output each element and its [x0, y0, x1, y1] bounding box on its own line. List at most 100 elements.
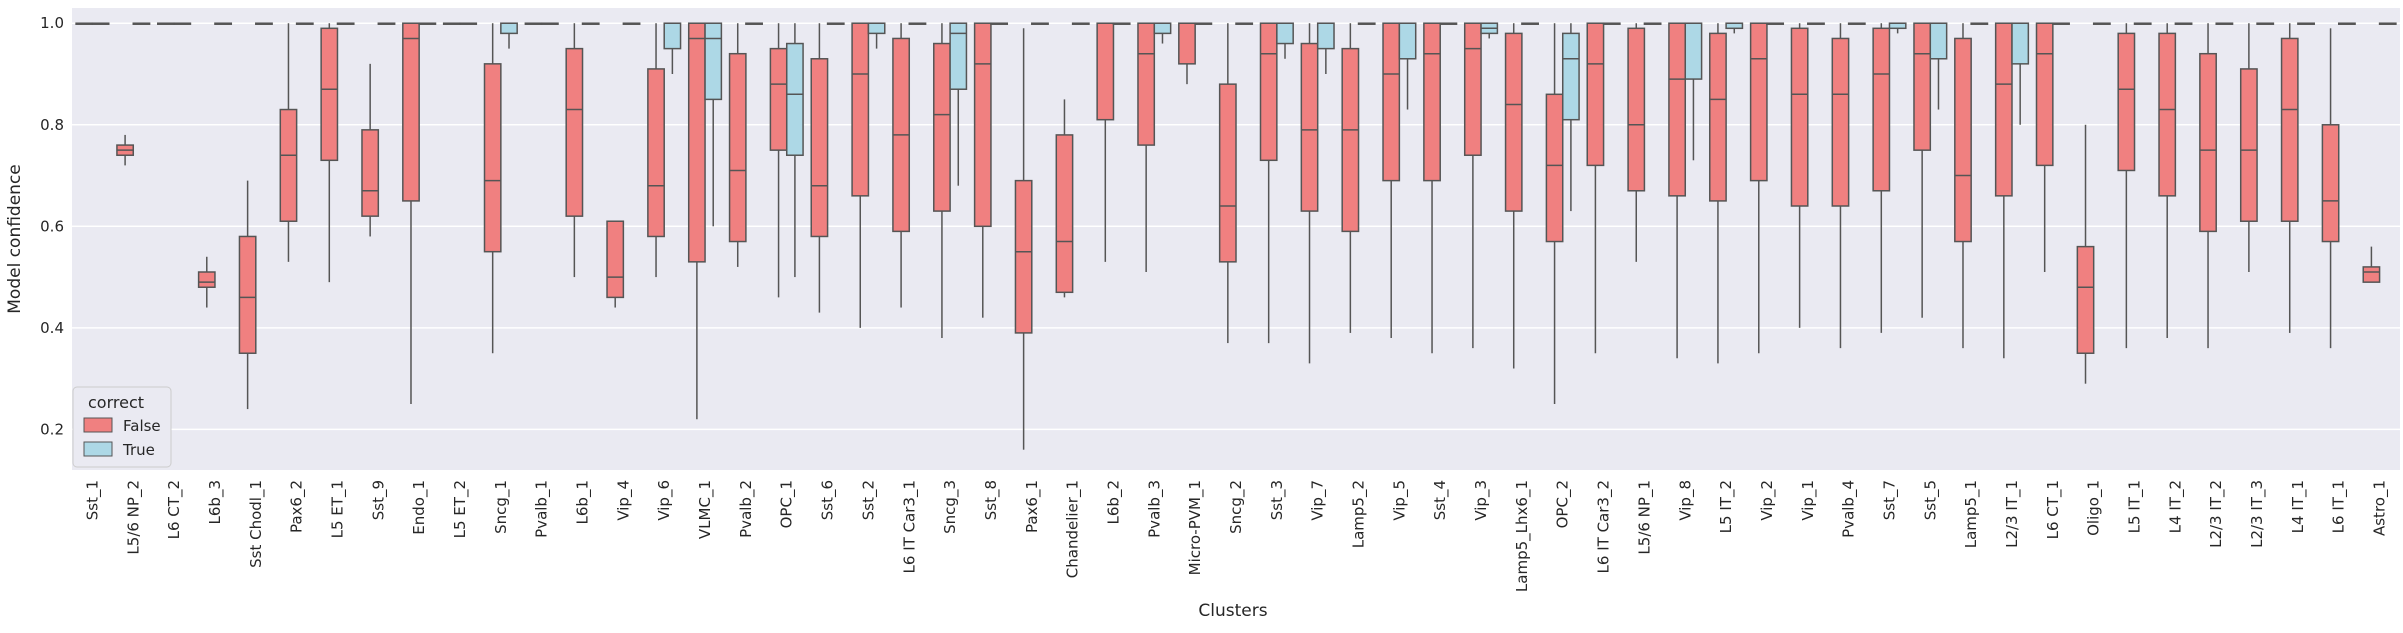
x-tick-label: Vip_1 — [1799, 480, 1818, 521]
box-iqr — [1749, 22, 1768, 182]
box-false — [2158, 23, 2177, 338]
box-false — [1709, 23, 1727, 364]
box-false — [361, 63, 380, 237]
box-iqr — [663, 22, 682, 50]
box-false — [1423, 22, 1441, 354]
box-iqr — [647, 68, 665, 238]
box-false — [1504, 23, 1523, 369]
box-true — [255, 22, 273, 25]
box-iqr — [1929, 22, 1948, 60]
box-iqr — [320, 27, 339, 162]
box-true — [91, 22, 110, 25]
legend-swatch-true — [83, 441, 113, 457]
x-tick-label: Sst_3 — [1268, 480, 1287, 520]
box-false — [2076, 124, 2095, 384]
box-true — [214, 22, 233, 25]
box-true — [1888, 22, 1907, 34]
box-true — [867, 22, 886, 49]
box-true — [295, 22, 314, 25]
x-tick-label: Vip_2 — [1758, 480, 1777, 521]
box-false — [1463, 22, 1482, 349]
box-iqr — [1014, 179, 1033, 334]
box-iqr — [2011, 22, 2030, 65]
x-tick-label: Vip_4 — [614, 480, 633, 521]
box-true — [1031, 22, 1049, 25]
box-true — [1235, 22, 1254, 25]
box-false — [238, 180, 257, 410]
box-true — [1480, 22, 1499, 39]
box-true — [2092, 22, 2111, 25]
x-tick-label: L2/3 IT_2 — [2207, 480, 2226, 548]
box-false — [1586, 22, 1605, 354]
box-false — [1668, 22, 1687, 359]
box-true — [622, 22, 641, 25]
box-false — [402, 22, 420, 404]
box-iqr — [1276, 22, 1294, 45]
box-true — [2174, 22, 2193, 25]
box-iqr — [704, 22, 723, 101]
box-iqr — [1954, 37, 1972, 243]
boxes — [75, 22, 2397, 450]
box-iqr — [1709, 32, 1727, 202]
box-iqr — [1994, 22, 2013, 197]
box-iqr — [1586, 22, 1605, 167]
box-iqr — [197, 271, 216, 288]
box-false — [1790, 23, 1809, 328]
x-tick-label: Sst_1 — [83, 480, 102, 520]
box-iqr — [2362, 266, 2381, 283]
box-iqr — [810, 58, 829, 238]
box-false — [2321, 28, 2340, 349]
box-true — [1276, 22, 1294, 59]
box-false — [1014, 28, 1033, 450]
box-true — [1153, 22, 1172, 44]
box-true — [1398, 22, 1417, 110]
legend-title: correct — [88, 393, 144, 412]
legend: correct False True — [72, 386, 172, 468]
box-false — [483, 23, 502, 354]
box-false — [606, 220, 625, 308]
box-true — [2337, 22, 2356, 25]
box-true — [459, 22, 478, 25]
box-true — [1357, 22, 1376, 25]
y-tick-label: 1.0 — [40, 14, 64, 32]
box-false — [728, 23, 747, 267]
box-iqr — [1725, 22, 1744, 30]
x-tick-label: L4 IT_1 — [2289, 480, 2308, 533]
box-false — [810, 23, 829, 313]
x-tick-label: Pax6_2 — [288, 480, 307, 533]
box-true — [377, 22, 396, 25]
box-iqr — [1300, 42, 1319, 212]
box-iqr — [1872, 27, 1891, 192]
box-true — [1684, 22, 1703, 161]
box-false — [1259, 22, 1278, 344]
box-false — [1545, 23, 1564, 404]
box-false — [75, 22, 94, 25]
box-iqr — [2199, 52, 2217, 233]
box-iqr — [483, 63, 502, 253]
x-tick-label: Sncg_3 — [941, 480, 960, 534]
box-false — [1341, 23, 1360, 333]
box-false — [769, 23, 788, 298]
x-tick-label: Micro-PVM_1 — [1186, 480, 1205, 575]
x-tick-label: Sst_9 — [369, 480, 388, 520]
box-true — [540, 22, 559, 25]
box-true — [1725, 22, 1744, 34]
x-tick-label: Sncg_1 — [492, 480, 511, 534]
x-tick-label: OPC_2 — [1554, 480, 1573, 528]
box-iqr — [1398, 22, 1417, 60]
box-true — [1847, 22, 1866, 25]
box-false — [1137, 22, 1156, 272]
box-false — [1300, 23, 1319, 364]
x-tick-label: Pax6_1 — [1023, 480, 1042, 533]
box-false — [1096, 22, 1115, 262]
box-iqr — [1137, 22, 1156, 146]
box-false — [2117, 23, 2136, 349]
box-iqr — [769, 47, 788, 151]
box-true — [2297, 22, 2315, 25]
box-true — [745, 22, 763, 25]
x-tick-label: Oligo_1 — [2085, 480, 2104, 536]
box-false — [1872, 23, 1891, 333]
x-tick-label: Vip_7 — [1309, 480, 1328, 521]
x-tick-label: Sst_4 — [1431, 480, 1450, 520]
